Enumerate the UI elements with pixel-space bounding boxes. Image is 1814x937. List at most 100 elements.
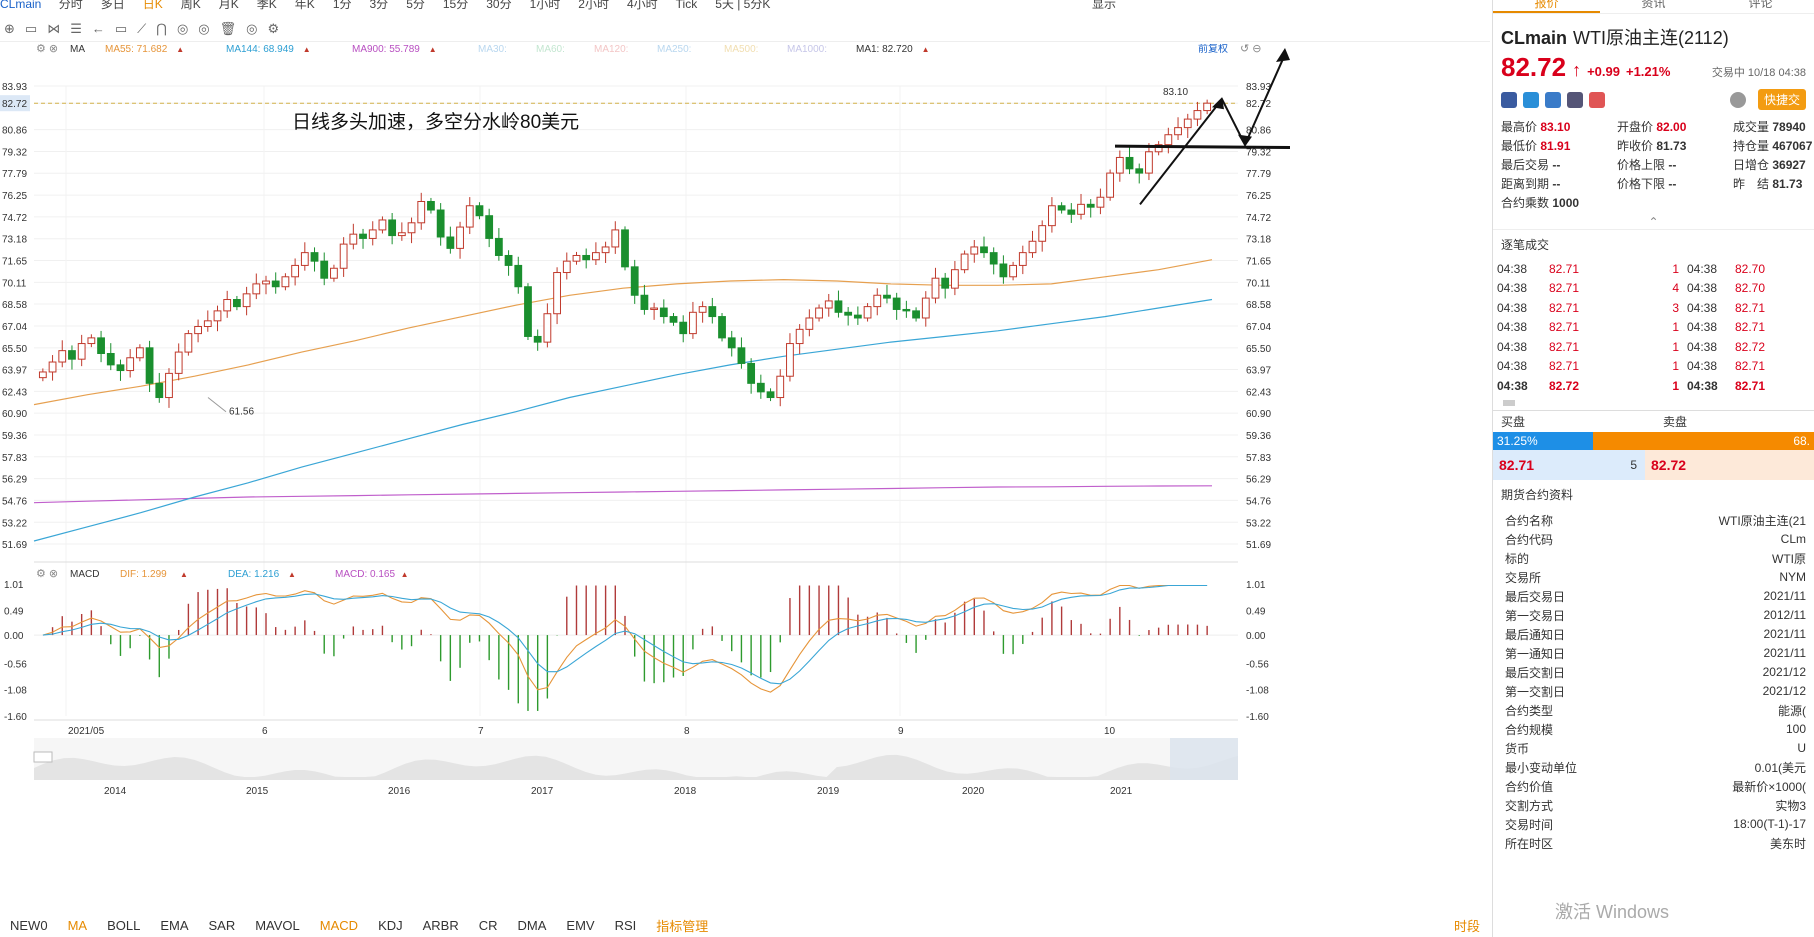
price-tick-right: 73.18	[1246, 235, 1271, 246]
candle-body	[640, 294, 649, 310]
period-tab[interactable]: 3分	[369, 0, 389, 11]
period-tab[interactable]: 年K	[294, 0, 315, 11]
doc-icon[interactable]	[1567, 91, 1583, 108]
drawing-tool-icon[interactable]: ⋂	[156, 20, 167, 36]
settings-icon[interactable]: ⚙ ⊗	[36, 43, 58, 55]
indicator-tab[interactable]: NEW0	[10, 917, 48, 933]
drawing-tool-icon[interactable]: ⟋	[137, 20, 147, 36]
period-tab[interactable]: 1分	[332, 0, 352, 11]
ma-legend-label[interactable]: MA	[70, 44, 85, 55]
candle-body	[824, 300, 833, 309]
quick-trade-button[interactable]: 快捷交	[1757, 89, 1806, 110]
period-tab[interactable]: 4小时	[626, 0, 658, 11]
period-tab[interactable]: 30分	[486, 0, 512, 11]
candle-body	[465, 205, 474, 228]
indicator-tab[interactable]: DMA	[517, 917, 547, 933]
overview-window[interactable]	[1170, 738, 1238, 780]
period-tab[interactable]: 5天 | 5分K	[715, 0, 771, 11]
panel-tab[interactable]: 评论	[1748, 0, 1773, 10]
period-tab[interactable]: 周K	[180, 0, 201, 11]
symbol-label[interactable]: CLmain	[0, 0, 42, 11]
info-value: 2021/11	[1763, 589, 1807, 603]
period-tab[interactable]: 15分	[442, 0, 469, 11]
candle-body	[1135, 168, 1144, 174]
price-tick-left: 73.18	[2, 235, 27, 246]
indicator-tab[interactable]: CR	[478, 917, 498, 933]
indicator-tab[interactable]: MACD	[319, 917, 359, 933]
bid-price: 82.71	[1499, 456, 1535, 473]
drawing-tool-icon[interactable]: ▭	[114, 20, 128, 36]
indicator-tab[interactable]: KDJ	[378, 917, 403, 933]
indicator-tab[interactable]: SAR	[208, 917, 236, 933]
date-tick: 6	[262, 726, 268, 737]
candle-body	[650, 307, 659, 310]
heart-icon[interactable]	[1589, 91, 1605, 108]
collapse-icon[interactable]: ⌃	[1648, 215, 1659, 229]
candle-body	[1115, 156, 1124, 174]
info-key: 最后交易日	[1505, 589, 1566, 604]
macd-legend-item: DIF: 1.299	[120, 569, 167, 580]
ma-legend-item: MA60:	[536, 44, 565, 55]
lightning-icon[interactable]	[1523, 91, 1539, 108]
macd-settings-icon[interactable]: ⚙ ⊗	[36, 568, 58, 580]
drawing-tool-icon[interactable]: ◎	[198, 20, 210, 36]
period-tab[interactable]: 季K	[256, 0, 277, 11]
period-tab[interactable]: 多日	[100, 0, 125, 11]
drawing-tool-icon[interactable]: 🗑	[219, 20, 237, 36]
period-tab[interactable]: 分时	[58, 0, 83, 11]
candle-body	[1057, 205, 1066, 211]
indicator-tab[interactable]: RSI	[614, 917, 637, 933]
kline-chart[interactable]: 83.93 83.93 82.72 82.72 80.86 80.86 79.32 79.32…	[0, 42, 1291, 904]
adjust-mode[interactable]: 前复权	[1198, 42, 1228, 55]
indicator-tab[interactable]: 指标管理	[656, 918, 709, 934]
drawing-tool-icon[interactable]: ←	[91, 21, 105, 36]
drawing-tool-icon[interactable]: ⋈	[47, 20, 61, 36]
indicator-tab[interactable]: MAVOL	[255, 917, 300, 933]
chart-area[interactable]: 83.93 83.93 82.72 82.72 80.86 80.86 79.32 79.32…	[0, 42, 1490, 904]
period-tab[interactable]: 日K	[142, 0, 163, 11]
indicator-tab[interactable]: EMV	[566, 917, 595, 933]
candle-body	[359, 233, 367, 239]
display-menu[interactable]: 显示	[1092, 0, 1117, 11]
trade-cell: 04:38	[1687, 339, 1718, 354]
indicator-tab[interactable]: EMA	[160, 917, 189, 933]
reset-icon[interactable]: ↺ ⊖	[1240, 43, 1262, 55]
drawing-tool-icon[interactable]: ◎	[176, 20, 189, 36]
overview-year: 2018	[674, 786, 697, 797]
panel-tab[interactable]: 资讯	[1641, 0, 1666, 10]
period-tab[interactable]: 5分	[406, 0, 425, 11]
period-tab[interactable]: 2小时	[578, 0, 609, 11]
panel-tab[interactable]: 报价	[1493, 0, 1600, 13]
period-tab[interactable]: 1小时	[529, 0, 561, 11]
session-button[interactable]: 时段	[1453, 918, 1480, 934]
indicator-tab[interactable]: MA	[67, 917, 88, 933]
drawing-tool-icon[interactable]: ◎	[246, 20, 258, 36]
drawing-tool-icon[interactable]: ▭	[24, 20, 38, 36]
macd-tick-right: -1.60	[1246, 712, 1269, 723]
trade-cell: 82.71	[1549, 320, 1580, 335]
price-row: 82.72 ↑ +0.99 +1.21% 交易中 10/18 04:38	[1493, 50, 1814, 85]
info-value: 美东时	[1769, 836, 1806, 851]
quote-label: 价格上限	[1617, 158, 1666, 172]
candle-body	[320, 260, 329, 279]
info-key: 合约类型	[1505, 703, 1554, 718]
period-tab[interactable]: Tick	[675, 0, 698, 11]
chart-icon[interactable]	[1545, 91, 1561, 108]
trades-scrollbar[interactable]	[1503, 399, 1515, 406]
candle-body	[1164, 134, 1173, 146]
bell-icon[interactable]	[1729, 91, 1746, 108]
macd-legend-label[interactable]: MACD	[70, 569, 99, 580]
drawing-tool-icon[interactable]: ☰	[70, 20, 82, 36]
overview-year: 2014	[104, 786, 127, 797]
period-tab[interactable]: 月K	[218, 0, 239, 11]
indicator-tab[interactable]: ARBR	[422, 917, 459, 933]
drawing-tool-icon[interactable]: ⊕	[4, 20, 15, 36]
overview-menu-icon[interactable]	[33, 751, 53, 763]
drawing-tool-icon[interactable]: ⚙	[267, 20, 280, 36]
quote-label: 合约乘数	[1501, 196, 1550, 210]
info-key: 标的	[1505, 551, 1530, 566]
indicator-tab[interactable]: BOLL	[107, 917, 141, 933]
trade-cell: 82.71	[1735, 378, 1766, 393]
trend-arrow	[1139, 54, 1286, 205]
candle-body	[1028, 240, 1037, 254]
